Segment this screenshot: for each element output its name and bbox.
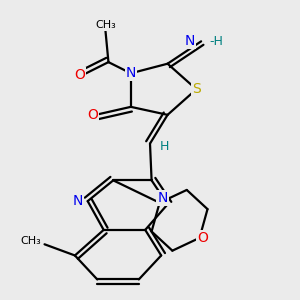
Text: N: N xyxy=(184,34,195,48)
Text: -H: -H xyxy=(209,35,223,48)
Text: O: O xyxy=(74,68,85,82)
Text: O: O xyxy=(87,108,98,122)
Text: O: O xyxy=(197,231,208,245)
Text: H: H xyxy=(160,140,169,153)
Text: CH₃: CH₃ xyxy=(21,236,41,246)
Text: N: N xyxy=(73,194,83,208)
Text: S: S xyxy=(192,82,201,96)
Text: N: N xyxy=(158,191,168,205)
Text: N: N xyxy=(126,66,136,80)
Text: CH₃: CH₃ xyxy=(95,20,116,30)
